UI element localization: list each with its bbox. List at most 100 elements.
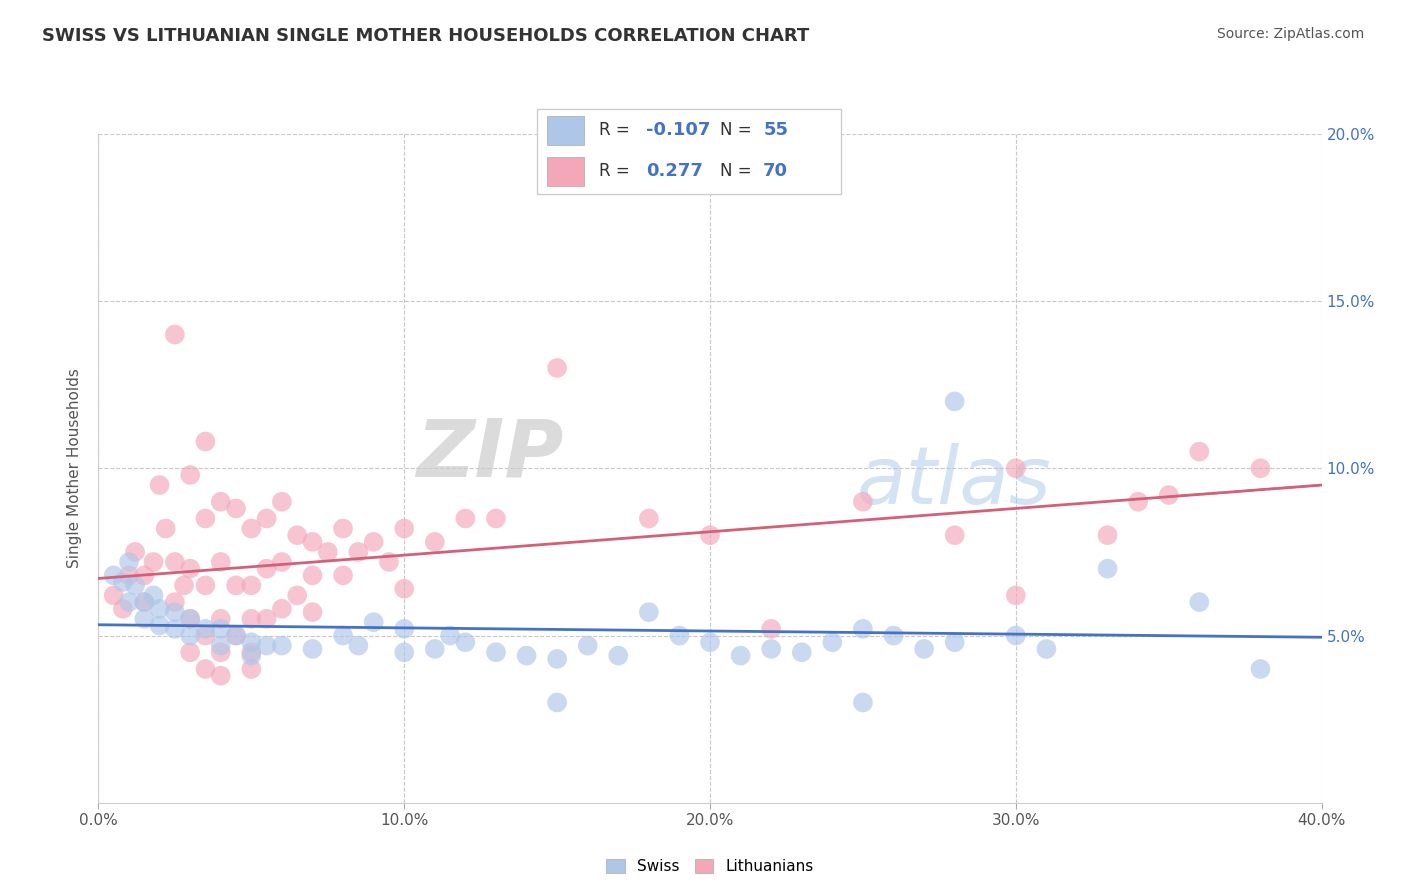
Point xyxy=(332,568,354,582)
Point xyxy=(194,622,217,636)
Point xyxy=(332,521,354,535)
Point xyxy=(256,562,278,576)
Text: 70: 70 xyxy=(763,162,789,180)
Point xyxy=(852,696,875,710)
Point xyxy=(124,578,146,592)
Point xyxy=(546,652,568,666)
Text: ZIP: ZIP xyxy=(416,416,564,494)
Point xyxy=(240,662,263,676)
Point xyxy=(240,648,263,663)
Point xyxy=(546,696,568,710)
Text: atlas: atlas xyxy=(856,442,1052,521)
Point xyxy=(1004,461,1026,475)
Point xyxy=(1035,642,1057,657)
Point xyxy=(637,605,661,619)
Text: 55: 55 xyxy=(763,121,789,139)
Point xyxy=(124,545,146,559)
Point xyxy=(1004,589,1026,603)
Point xyxy=(943,635,966,649)
Point xyxy=(285,528,308,542)
Point xyxy=(142,555,165,569)
FancyBboxPatch shape xyxy=(547,157,583,186)
Point xyxy=(155,521,177,535)
Point xyxy=(270,555,292,569)
Point xyxy=(668,628,690,642)
Point xyxy=(790,645,813,659)
Text: R =: R = xyxy=(599,162,636,180)
Point xyxy=(134,612,156,626)
Point xyxy=(103,568,125,582)
Point xyxy=(1097,562,1119,576)
Y-axis label: Single Mother Households: Single Mother Households xyxy=(67,368,83,568)
Point xyxy=(240,521,263,535)
Point xyxy=(209,669,232,683)
Text: 0.277: 0.277 xyxy=(645,162,703,180)
Point xyxy=(1097,528,1119,542)
Point xyxy=(103,589,125,603)
Point xyxy=(516,648,538,663)
Text: N =: N = xyxy=(720,121,756,139)
Point xyxy=(163,327,186,342)
Point xyxy=(209,612,232,626)
Point xyxy=(111,602,134,616)
Point xyxy=(730,648,752,663)
Point xyxy=(576,639,599,653)
Point xyxy=(301,568,323,582)
Point xyxy=(1157,488,1180,502)
Point xyxy=(852,494,875,508)
Point xyxy=(363,535,385,549)
Legend: Swiss, Lithuanians: Swiss, Lithuanians xyxy=(599,852,821,882)
Point xyxy=(134,595,156,609)
Point xyxy=(347,639,370,653)
Point xyxy=(301,535,323,549)
Point xyxy=(392,521,416,535)
Point xyxy=(179,612,201,626)
Point xyxy=(240,645,263,659)
Text: SWISS VS LITHUANIAN SINGLE MOTHER HOUSEHOLDS CORRELATION CHART: SWISS VS LITHUANIAN SINGLE MOTHER HOUSEH… xyxy=(42,27,810,45)
Point xyxy=(240,578,263,592)
Text: N =: N = xyxy=(720,162,756,180)
Point xyxy=(759,642,782,657)
Point xyxy=(1249,662,1271,676)
Point xyxy=(149,478,172,492)
Point xyxy=(240,612,263,626)
Point xyxy=(301,642,323,657)
Point xyxy=(392,582,416,596)
Point xyxy=(1004,628,1026,642)
Point xyxy=(270,639,292,653)
Point xyxy=(392,622,416,636)
Point xyxy=(301,605,323,619)
Point xyxy=(163,622,186,636)
FancyBboxPatch shape xyxy=(547,116,583,145)
Point xyxy=(485,511,508,525)
Text: Source: ZipAtlas.com: Source: ZipAtlas.com xyxy=(1216,27,1364,41)
Point xyxy=(134,595,156,609)
Point xyxy=(225,501,247,516)
Point xyxy=(209,494,232,508)
Point xyxy=(1188,595,1211,609)
Point xyxy=(759,622,782,636)
Point xyxy=(423,642,446,657)
Point xyxy=(209,639,232,653)
Point xyxy=(194,628,217,642)
Point xyxy=(194,434,217,449)
Point xyxy=(194,578,217,592)
Point xyxy=(179,612,201,626)
Point xyxy=(332,628,354,642)
Point xyxy=(943,394,966,409)
Point xyxy=(1128,494,1150,508)
Point xyxy=(392,645,416,659)
Point xyxy=(149,618,172,632)
Point xyxy=(270,494,292,508)
Point xyxy=(607,648,630,663)
Point xyxy=(943,528,966,542)
Point xyxy=(316,545,339,559)
Point xyxy=(852,622,875,636)
Point xyxy=(179,628,201,642)
Point xyxy=(163,605,186,619)
Point xyxy=(179,562,201,576)
Point xyxy=(821,635,844,649)
Point xyxy=(225,628,247,642)
Point xyxy=(363,615,385,630)
Point xyxy=(423,535,446,549)
